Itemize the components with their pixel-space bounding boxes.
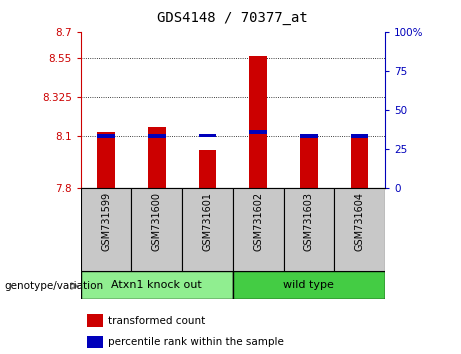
Bar [148,135,165,138]
Text: GSM731603: GSM731603 [304,192,314,251]
Bar [351,135,368,138]
Bar [300,135,318,138]
Text: wild type: wild type [284,280,334,290]
Bar [97,132,115,188]
Text: GSM731601: GSM731601 [202,192,213,251]
Bar [233,188,284,271]
Text: Atxn1 knock out: Atxn1 knock out [112,280,202,290]
Bar [300,136,318,188]
Bar [182,188,233,271]
Bar [199,149,216,188]
Text: GSM731604: GSM731604 [355,192,365,251]
Bar [351,136,368,188]
Bar [87,336,103,348]
Text: GSM731600: GSM731600 [152,192,162,251]
Text: GSM731602: GSM731602 [253,192,263,251]
Text: percentile rank within the sample: percentile rank within the sample [108,337,284,347]
Bar [131,188,182,271]
Text: GDS4148 / 70377_at: GDS4148 / 70377_at [157,11,308,25]
Bar [87,314,103,327]
Bar [199,133,216,137]
Bar [148,127,165,188]
Bar [249,130,267,134]
Text: GSM731599: GSM731599 [101,192,111,251]
Bar [97,135,115,138]
Bar [81,188,131,271]
Bar [249,56,267,188]
Text: transformed count: transformed count [108,316,205,326]
Bar [284,188,334,271]
Text: genotype/variation: genotype/variation [5,281,104,291]
Bar [334,188,385,271]
Bar [233,271,385,299]
Bar [81,271,233,299]
